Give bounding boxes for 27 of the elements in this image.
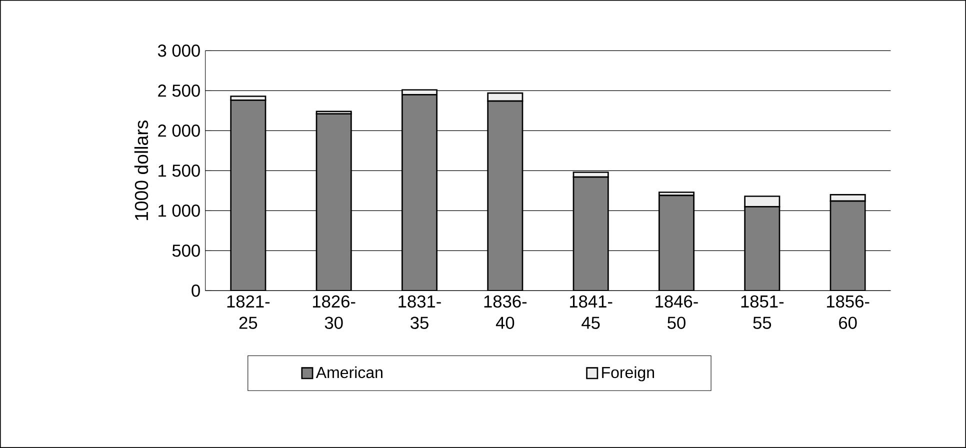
y-tick-label: 1 000 xyxy=(158,204,200,217)
x-tick-label: 1841-45 xyxy=(570,295,612,329)
y-tick-label: 1 500 xyxy=(158,164,200,177)
legend-label: Foreign xyxy=(602,366,654,382)
bar xyxy=(658,194,694,291)
bar xyxy=(830,200,866,291)
bar xyxy=(744,206,780,291)
x-tick-label: 1851-55 xyxy=(741,295,784,329)
bar xyxy=(230,100,266,291)
x-tick-label: 1836-40 xyxy=(484,295,527,329)
x-tick-label: 1856-60 xyxy=(826,295,870,329)
x-tick-label: 1821-25 xyxy=(227,295,270,329)
y-tick-label: 500 xyxy=(172,244,200,257)
y-tick-label: 3 000 xyxy=(158,44,200,57)
x-tick-label: 1826-30 xyxy=(312,295,356,329)
x-tick-label: 1846-50 xyxy=(656,295,698,329)
legend-label: American xyxy=(316,366,382,378)
bar xyxy=(744,196,780,208)
x-tick-label: 1831-35 xyxy=(398,295,441,329)
bar xyxy=(487,100,524,291)
bar xyxy=(572,176,609,291)
y-tick-label: 0 xyxy=(192,284,200,297)
y-tick-label: 2 500 xyxy=(158,84,200,97)
bar xyxy=(402,94,438,291)
y-axis-title: 1000 dollars xyxy=(134,120,148,220)
bar xyxy=(316,113,352,291)
y-tick-label: 2 000 xyxy=(158,124,200,137)
